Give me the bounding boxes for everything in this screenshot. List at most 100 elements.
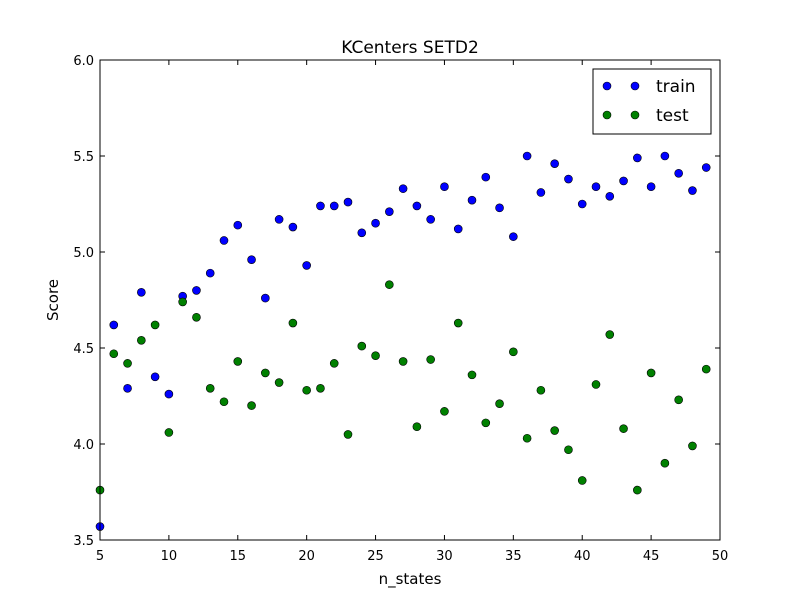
point-test-35 bbox=[577, 476, 587, 485]
plot-area-frame bbox=[99, 59, 721, 541]
y-axis-title: Score bbox=[44, 279, 62, 321]
x-tick-label-4: 25 bbox=[367, 549, 384, 564]
point-test-7 bbox=[192, 312, 201, 322]
point-train-39 bbox=[633, 153, 642, 163]
point-test-42 bbox=[674, 395, 683, 405]
point-test-40 bbox=[646, 368, 656, 378]
point-test-16 bbox=[316, 384, 325, 393]
point-test-31 bbox=[522, 433, 532, 443]
point-train-23 bbox=[412, 201, 422, 211]
point-test-1 bbox=[109, 349, 119, 359]
y-tick-label-5: 6.0 bbox=[73, 54, 94, 69]
point-test-34 bbox=[564, 445, 573, 455]
points-layer bbox=[95, 151, 711, 531]
x-tick-label-7: 40 bbox=[574, 549, 591, 564]
legend-marker-train-2 bbox=[630, 81, 640, 91]
legend: train test bbox=[592, 68, 712, 135]
point-test-15 bbox=[302, 385, 311, 395]
point-test-5 bbox=[164, 428, 174, 437]
legend-label-train: train bbox=[656, 77, 696, 97]
point-test-19 bbox=[357, 341, 367, 351]
x-axis-title: n_states bbox=[379, 570, 442, 589]
point-train-11 bbox=[247, 255, 256, 264]
point-train-22 bbox=[398, 184, 408, 193]
point-train-18 bbox=[343, 197, 353, 207]
point-train-27 bbox=[467, 195, 477, 205]
point-train-5 bbox=[164, 389, 174, 399]
point-train-37 bbox=[605, 192, 615, 201]
point-train-16 bbox=[316, 201, 325, 211]
point-test-33 bbox=[550, 426, 559, 435]
legend-marker-test-1 bbox=[602, 110, 612, 120]
point-test-20 bbox=[371, 351, 380, 360]
y-tick-label-4: 5.5 bbox=[73, 150, 94, 165]
point-train-9 bbox=[219, 236, 229, 245]
point-train-30 bbox=[509, 232, 518, 241]
point-train-17 bbox=[329, 201, 339, 211]
point-test-32 bbox=[536, 385, 546, 395]
point-test-14 bbox=[288, 318, 298, 328]
point-train-40 bbox=[646, 182, 656, 192]
x-tick-label-0: 5 bbox=[96, 549, 104, 564]
point-test-18 bbox=[343, 430, 353, 439]
point-train-28 bbox=[481, 172, 491, 182]
point-test-24 bbox=[426, 355, 435, 364]
point-test-21 bbox=[385, 280, 394, 289]
point-test-11 bbox=[247, 401, 256, 410]
point-train-19 bbox=[357, 228, 367, 238]
point-train-31 bbox=[522, 151, 532, 161]
y-axis: 3.5 4.0 4.5 5.0 5.5 6.0 bbox=[73, 54, 720, 549]
legend-label-test: test bbox=[656, 106, 689, 126]
point-train-2 bbox=[123, 384, 132, 393]
point-test-43 bbox=[688, 441, 697, 451]
point-test-3 bbox=[137, 336, 146, 345]
point-test-37 bbox=[605, 330, 615, 339]
point-train-41 bbox=[660, 151, 670, 161]
point-test-4 bbox=[150, 320, 160, 330]
point-train-33 bbox=[550, 159, 559, 168]
x-axis: 5 10 15 20 25 30 35 40 45 50 bbox=[96, 60, 728, 564]
point-train-4 bbox=[150, 372, 160, 382]
legend-marker-test-2 bbox=[630, 110, 640, 120]
point-test-12 bbox=[261, 368, 270, 378]
point-test-39 bbox=[633, 485, 642, 495]
point-test-17 bbox=[329, 359, 339, 368]
point-train-10 bbox=[233, 220, 243, 230]
chart-title: KCenters SETD2 bbox=[341, 38, 479, 58]
y-tick-label-2: 4.5 bbox=[73, 342, 94, 357]
point-test-41 bbox=[660, 458, 670, 468]
point-test-29 bbox=[495, 399, 504, 408]
y-tick-label-3: 5.0 bbox=[73, 246, 94, 261]
point-train-42 bbox=[674, 168, 683, 178]
point-train-21 bbox=[385, 207, 394, 216]
point-test-28 bbox=[481, 418, 491, 428]
point-test-10 bbox=[233, 357, 243, 366]
point-train-15 bbox=[302, 261, 311, 270]
point-train-20 bbox=[371, 218, 380, 228]
y-tick-label-0: 3.5 bbox=[73, 534, 94, 549]
point-train-12 bbox=[261, 293, 270, 303]
point-test-27 bbox=[467, 370, 477, 380]
point-test-36 bbox=[591, 380, 601, 389]
point-test-2 bbox=[123, 359, 132, 368]
point-test-22 bbox=[398, 357, 408, 366]
legend-box bbox=[592, 68, 712, 135]
point-train-14 bbox=[288, 222, 298, 232]
point-train-25 bbox=[440, 182, 449, 192]
y-tick-label-1: 4.0 bbox=[73, 438, 94, 453]
point-train-29 bbox=[495, 203, 504, 213]
x-tick-label-9: 50 bbox=[712, 549, 729, 564]
point-train-8 bbox=[205, 268, 215, 278]
x-tick-label-8: 45 bbox=[643, 549, 660, 564]
point-test-26 bbox=[453, 318, 463, 328]
point-train-3 bbox=[137, 288, 146, 297]
x-tick-label-2: 15 bbox=[230, 549, 247, 564]
point-train-13 bbox=[274, 215, 284, 224]
point-train-32 bbox=[536, 188, 546, 197]
point-train-43 bbox=[688, 186, 697, 195]
point-train-1 bbox=[109, 320, 119, 330]
point-test-30 bbox=[509, 347, 518, 357]
point-train-44 bbox=[701, 163, 711, 172]
point-test-8 bbox=[205, 384, 215, 393]
